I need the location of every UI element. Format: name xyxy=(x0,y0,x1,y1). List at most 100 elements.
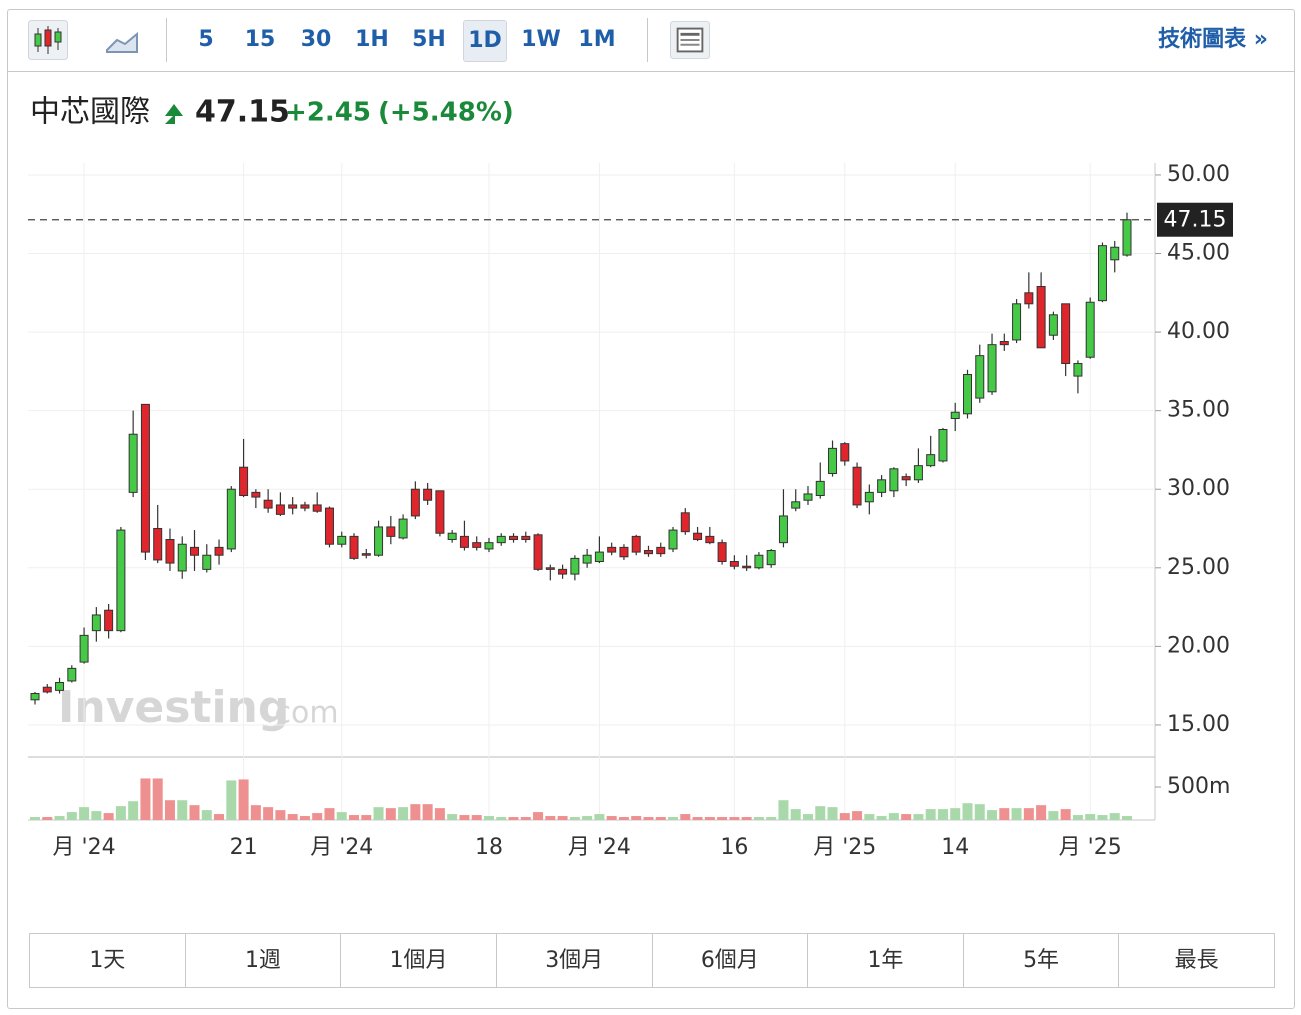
interval-button[interactable]: 1H xyxy=(355,27,389,52)
candle-body xyxy=(275,504,285,515)
candle-body xyxy=(214,546,224,556)
volume-bar xyxy=(508,817,519,820)
candle-body xyxy=(864,491,874,503)
volume-bar xyxy=(496,817,507,820)
interval-button[interactable]: 1D xyxy=(463,20,507,62)
up-arrow xyxy=(165,104,183,124)
interval-button[interactable]: 30 xyxy=(300,27,332,52)
volume-bar xyxy=(864,814,875,820)
volume-bar xyxy=(1122,816,1132,820)
candle-body xyxy=(791,501,801,509)
candle-body xyxy=(987,344,997,393)
candle-body xyxy=(91,614,101,632)
candle-body xyxy=(815,480,825,497)
candle-body xyxy=(509,535,519,541)
y-tick-label: 30.00 xyxy=(1167,476,1230,501)
volume-bar xyxy=(827,807,838,820)
volume-bar xyxy=(164,800,175,820)
range-button[interactable]: 1週 xyxy=(186,934,342,987)
volume-bar xyxy=(385,808,396,820)
volume-bar xyxy=(471,815,482,820)
range-button[interactable]: 1天 xyxy=(30,934,186,987)
volume-bar xyxy=(299,816,310,820)
candle-body xyxy=(300,504,310,509)
volume-bar xyxy=(214,814,225,820)
volume-bar xyxy=(999,808,1010,820)
volume-bar xyxy=(54,816,65,820)
news-icon[interactable] xyxy=(670,20,710,60)
interval-button[interactable]: 1W xyxy=(521,27,561,52)
volume-bar xyxy=(569,817,580,820)
candle-body xyxy=(619,546,629,558)
candle-body xyxy=(1097,245,1107,302)
range-button[interactable]: 1年 xyxy=(808,934,964,987)
interval-button[interactable]: 1M xyxy=(578,27,616,52)
volume-bar xyxy=(533,812,544,820)
candle-body xyxy=(484,542,494,550)
volume-bar xyxy=(1097,815,1108,820)
volume-bar xyxy=(287,814,298,820)
range-button[interactable]: 5年 xyxy=(964,934,1120,987)
change: +2.45 xyxy=(285,98,371,128)
volume-bar xyxy=(115,806,126,820)
y-tick-label: 40.00 xyxy=(1167,319,1230,344)
volume-bar xyxy=(631,816,642,820)
interval-button[interactable]: 15 xyxy=(244,27,276,52)
interval-button[interactable]: 5H xyxy=(412,27,446,52)
candle-body xyxy=(263,499,273,509)
chart-title: 中芯國際 xyxy=(30,95,150,130)
candle-body xyxy=(67,667,77,682)
candle-body xyxy=(913,465,923,481)
x-tick-label: 18 xyxy=(475,835,503,860)
candle-body xyxy=(459,535,469,548)
volume-bar xyxy=(312,813,323,820)
candle-body xyxy=(558,568,568,575)
volume-bar xyxy=(962,803,973,820)
volume-bar xyxy=(398,807,409,820)
volume-bar xyxy=(1023,808,1034,820)
volume-bar xyxy=(839,813,850,820)
x-tick-label: 月 '24 xyxy=(310,835,373,860)
range-button[interactable]: 最長 xyxy=(1174,948,1219,973)
y-tick-label: 25.00 xyxy=(1167,555,1230,580)
technical-chart-link[interactable]: 技術圖表 » xyxy=(1158,27,1268,52)
candle-body xyxy=(717,542,727,563)
candle-icon[interactable] xyxy=(28,20,68,60)
chart: 中芯國際 47.15 +2.45 (+5.48%) Investing .com… xyxy=(28,95,1233,860)
range-button[interactable]: 1個月 xyxy=(341,934,497,987)
candle-body xyxy=(312,504,322,512)
candle-body xyxy=(533,534,543,570)
range-button[interactable]: 3個月 xyxy=(497,934,653,987)
volume-bar xyxy=(557,816,568,820)
volume-bar xyxy=(790,809,801,820)
candle-body xyxy=(962,374,972,415)
volume-bar xyxy=(815,806,826,820)
volume-bar xyxy=(459,815,470,820)
volume-bar xyxy=(520,817,531,820)
x-tick-label: 16 xyxy=(720,835,748,860)
volume-bar xyxy=(361,815,372,820)
candle-body xyxy=(680,512,690,533)
last-price-label: 47.15 xyxy=(1164,208,1227,233)
volume-bar xyxy=(925,809,936,820)
candle-body xyxy=(337,535,347,545)
volume-bar xyxy=(1060,809,1071,820)
candle-body xyxy=(472,542,482,548)
candle-body xyxy=(877,479,887,493)
area-icon[interactable] xyxy=(103,20,143,60)
range-button[interactable]: 6個月 xyxy=(653,934,809,987)
volume-bar xyxy=(680,814,691,820)
volume-bar xyxy=(594,814,605,820)
candle-body xyxy=(1073,363,1083,377)
y-tick-label: 35.00 xyxy=(1167,398,1230,423)
volume-bar xyxy=(275,810,286,820)
x-tick-label: 月 '25 xyxy=(1059,835,1122,860)
interval-button[interactable]: 5 xyxy=(198,27,214,52)
volume-bar xyxy=(888,813,899,820)
candle-body xyxy=(190,546,200,556)
volume-bar xyxy=(1072,815,1083,820)
candle-body xyxy=(742,565,752,569)
volume-bar xyxy=(410,804,421,820)
candle-body xyxy=(631,535,641,553)
widget: 5 15 30 1H 5H 1D 1W 1M 技術圖表 » 1天 1週 1個月 … xyxy=(7,9,1295,1009)
